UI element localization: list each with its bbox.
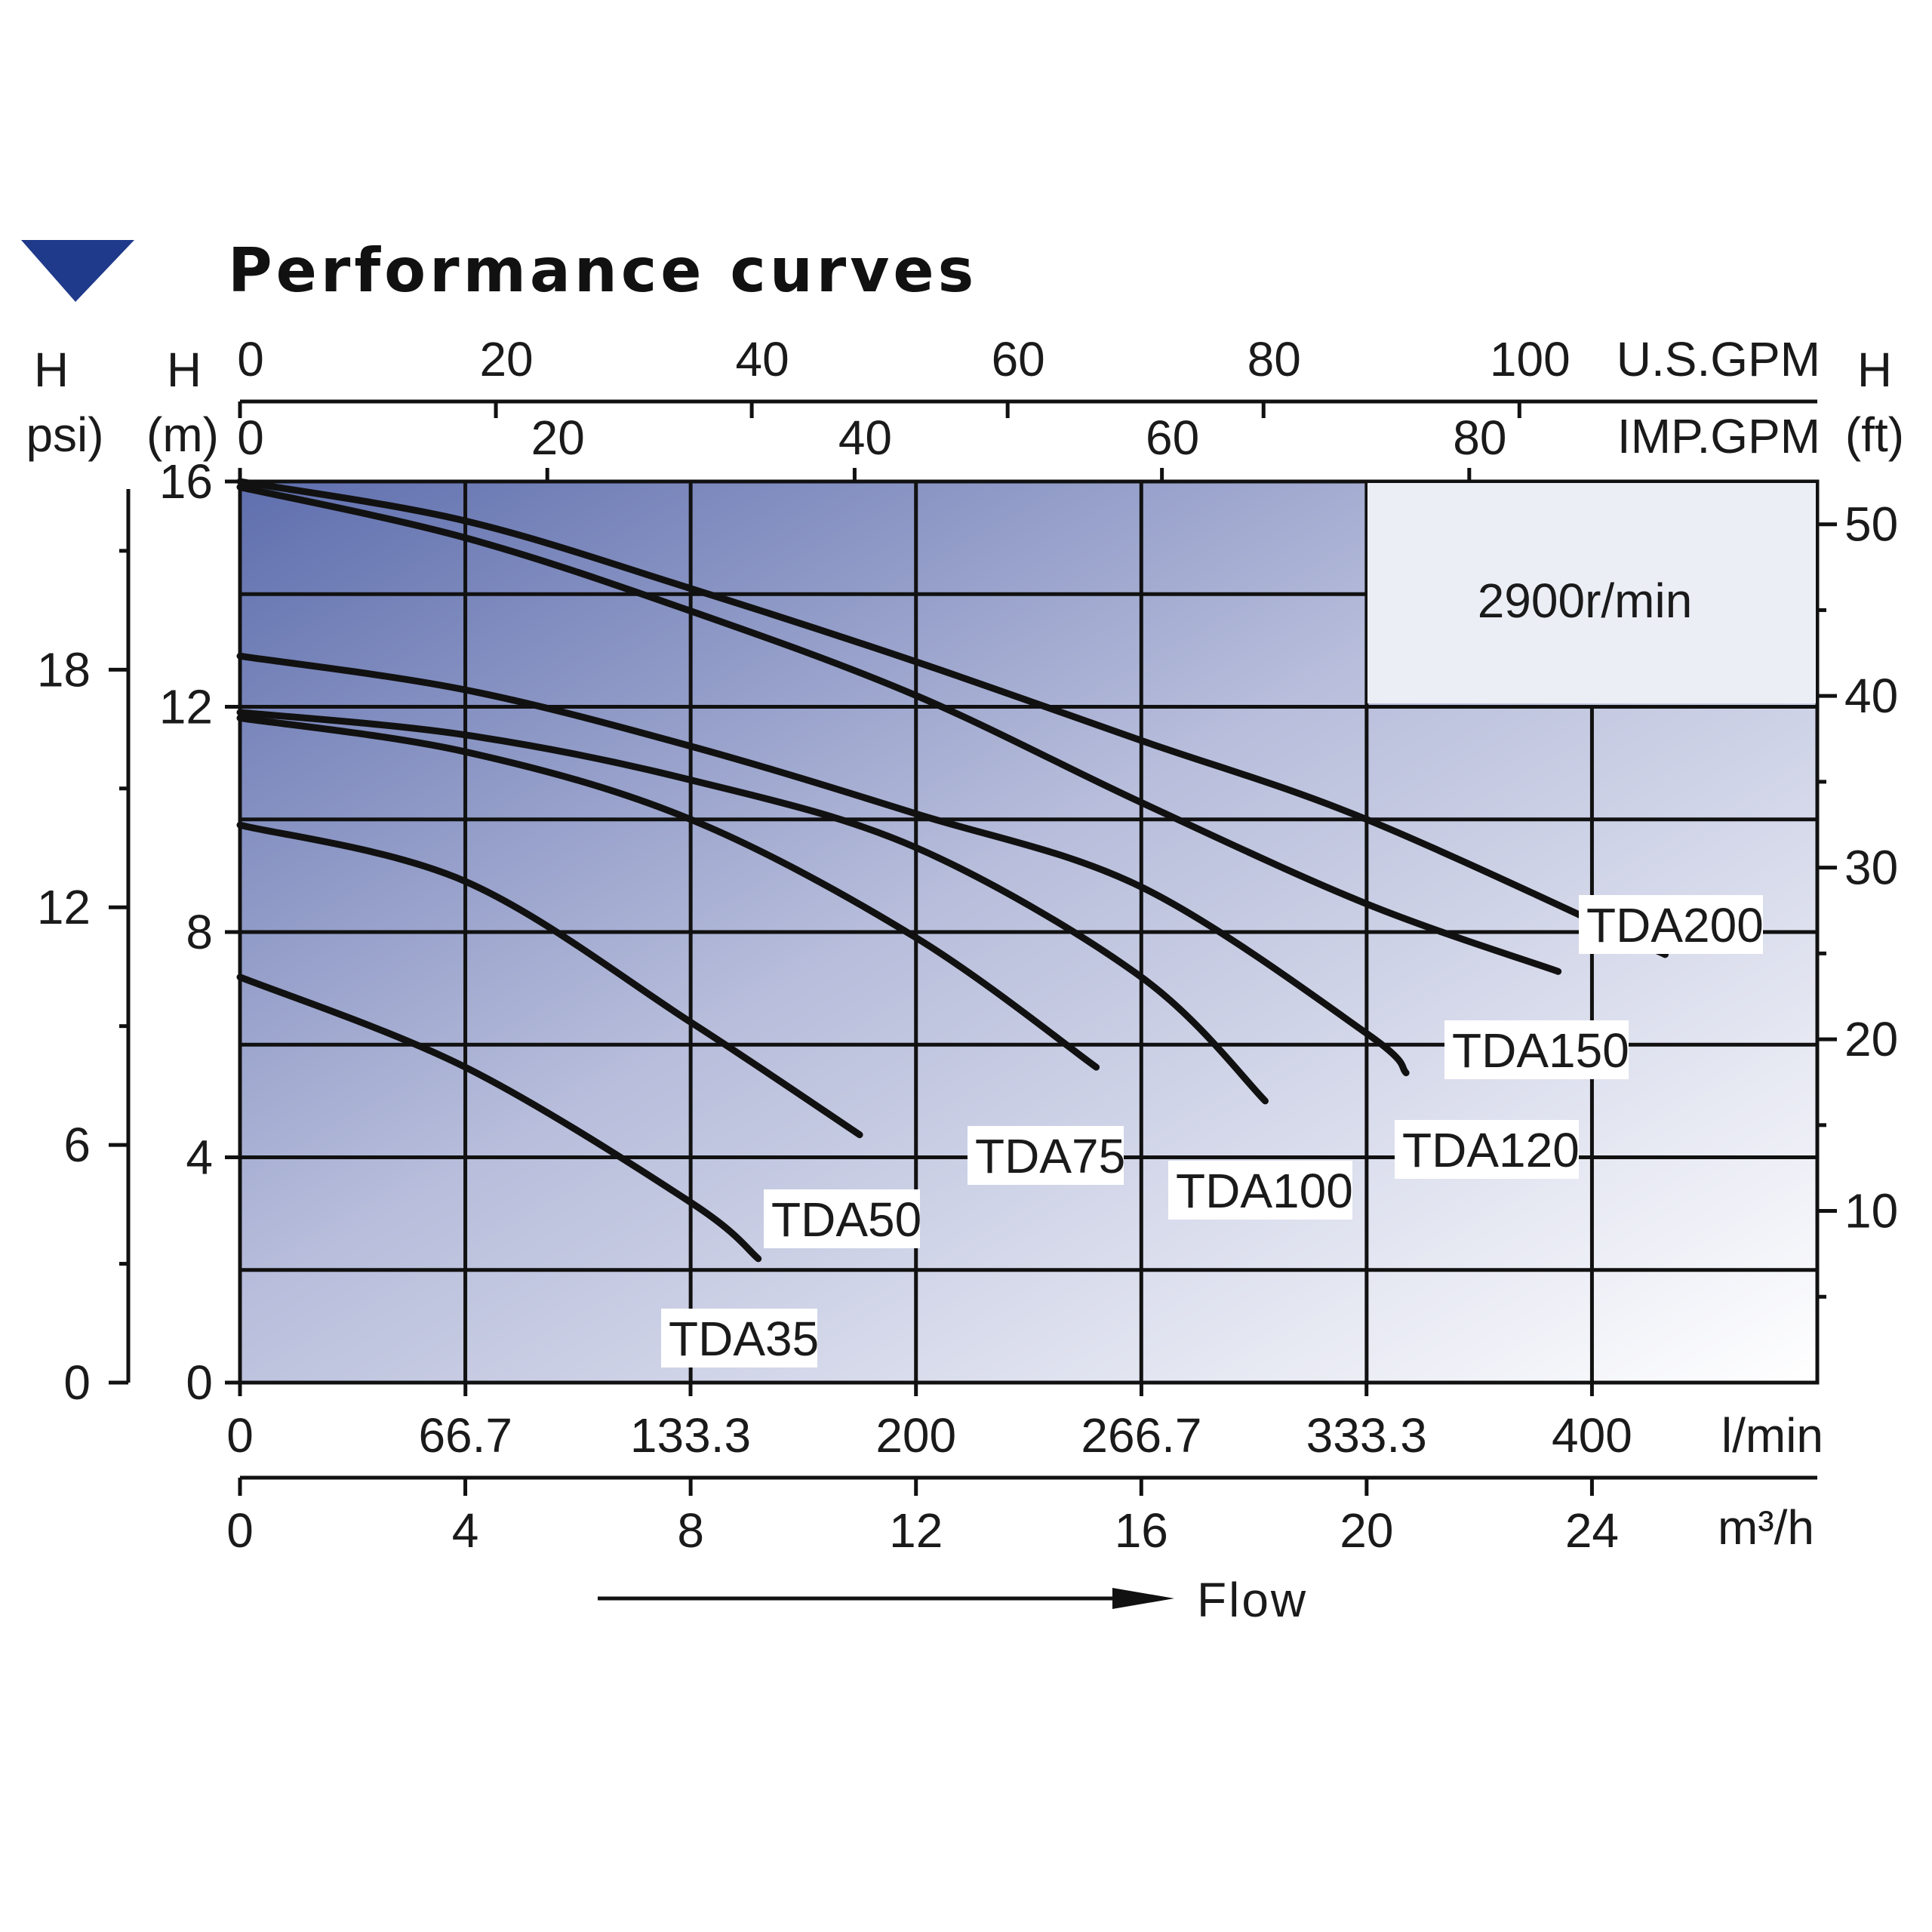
triangle-marker-icon	[21, 240, 134, 302]
impgpm-axis-tick-label: 80	[1453, 411, 1506, 465]
usgpm-axis-tick-label: 60	[992, 332, 1045, 386]
curve-label-bg	[968, 1126, 1124, 1185]
usgpm-axis-tick-label: 20	[479, 332, 533, 386]
curves: TDA35 TDA50 TDA75 TDA100 TDA120 TDA150 TDA200	[236, 478, 1764, 1367]
ft-axis-tick-label: 50	[1844, 497, 1898, 552]
curve-tda200	[236, 478, 1669, 958]
psi-axis-label-h: H	[34, 343, 69, 397]
curve-label-bg	[1168, 1161, 1352, 1220]
m3h-axis-tick-label: 4	[452, 1503, 479, 1558]
curve-tda150	[236, 483, 1562, 975]
lmin-axis-tick-label: 133.3	[630, 1408, 751, 1463]
m3h-unit-label: m³/h	[1718, 1500, 1814, 1555]
m3h-axis-tick-label: 24	[1565, 1503, 1619, 1558]
usgpm-axis-tick-label: 0	[237, 332, 264, 386]
usgpm-axis-tick-label: 80	[1247, 332, 1301, 386]
m-axis-tick-label: 12	[159, 680, 213, 734]
m-axis-tick-label: 16	[159, 454, 213, 509]
psi-axis-tick-label: 0	[63, 1355, 91, 1410]
m-axis-label-h: H	[167, 343, 202, 397]
curve-label-tda200: TDA200	[1586, 898, 1764, 952]
psi-axis-tick-label: 6	[63, 1118, 91, 1172]
lmin-axis-tick-label: 66.7	[418, 1408, 512, 1463]
speed-label: 2900r/min	[1478, 574, 1693, 628]
curve-label-bg	[661, 1309, 817, 1367]
curve-tda75	[236, 714, 1100, 1071]
curve-label-tda120: TDA120	[1402, 1123, 1580, 1177]
impgpm-axis-tick-label: 0	[237, 411, 264, 465]
lmin-axis-tick-label: 266.7	[1081, 1408, 1201, 1463]
usgpm-axis-tick-label: 40	[736, 332, 789, 386]
curve-label-tda50: TDA50	[771, 1192, 921, 1247]
lmin-axis-tick-label: 333.3	[1306, 1408, 1427, 1463]
curve-tda120	[236, 652, 1410, 1077]
impgpm-axis-tick-label: 20	[531, 411, 585, 465]
curve-label-bg	[1444, 1020, 1629, 1079]
flow-arrow-icon	[1112, 1588, 1174, 1609]
impgpm-axis-tick-label: 40	[838, 411, 892, 465]
psi-axis-label-unit: psi)	[26, 408, 103, 462]
curve-label-bg	[1579, 895, 1763, 954]
m3h-axis-tick-label: 20	[1340, 1503, 1393, 1558]
curve-label-tda100: TDA100	[1176, 1164, 1353, 1218]
curve-tda35	[236, 974, 762, 1263]
m-axis-tick-label: 4	[186, 1131, 213, 1185]
usgpm-unit-label: U.S.GPM	[1617, 332, 1820, 386]
ft-axis-label-h: H	[1857, 343, 1892, 397]
ft-axis-tick-label: 10	[1844, 1184, 1898, 1238]
lmin-axis-tick-label: 0	[226, 1408, 254, 1463]
flow-label: Flow	[1197, 1573, 1308, 1627]
lmin-unit-label: l/min	[1721, 1408, 1823, 1463]
impgpm-axis-tick-label: 60	[1146, 411, 1199, 465]
curve-label-bg	[764, 1189, 920, 1248]
lmin-axis-tick-label: 400	[1552, 1408, 1632, 1463]
m3h-axis-tick-label: 8	[677, 1503, 704, 1558]
curve-label-tda150: TDA150	[1452, 1023, 1629, 1078]
chart-title: Performance curves	[228, 235, 977, 306]
m3h-axis-tick-label: 16	[1115, 1503, 1168, 1558]
m-axis-label-unit: (m)	[146, 408, 219, 462]
impgpm-unit-label: IMP.GPM	[1617, 409, 1820, 463]
psi-axis-tick-label: 18	[37, 642, 91, 697]
ft-axis-tick-label: 20	[1844, 1012, 1898, 1066]
m3h-axis-tick-label: 0	[226, 1503, 254, 1558]
psi-axis-tick-label: 12	[37, 880, 91, 934]
grid	[240, 481, 1817, 1383]
curve-tda50	[236, 821, 863, 1139]
ft-axis-tick-label: 30	[1844, 841, 1898, 895]
curve-tda100	[236, 709, 1269, 1105]
m-axis-tick-label: 8	[186, 905, 213, 959]
curve-label-tda35: TDA35	[669, 1312, 819, 1366]
usgpm-axis-tick-label: 100	[1490, 332, 1571, 386]
curve-label-tda75: TDA75	[975, 1129, 1125, 1183]
m3h-axis-tick-label: 12	[889, 1503, 943, 1558]
m-axis-tick-label: 0	[186, 1355, 213, 1410]
ft-axis-tick-label: 40	[1844, 669, 1898, 723]
curve-label-bg	[1395, 1120, 1579, 1179]
lmin-axis-tick-label: 200	[875, 1408, 956, 1463]
ft-axis-label-unit: (ft)	[1845, 408, 1904, 462]
speed-panel	[1367, 483, 1816, 703]
